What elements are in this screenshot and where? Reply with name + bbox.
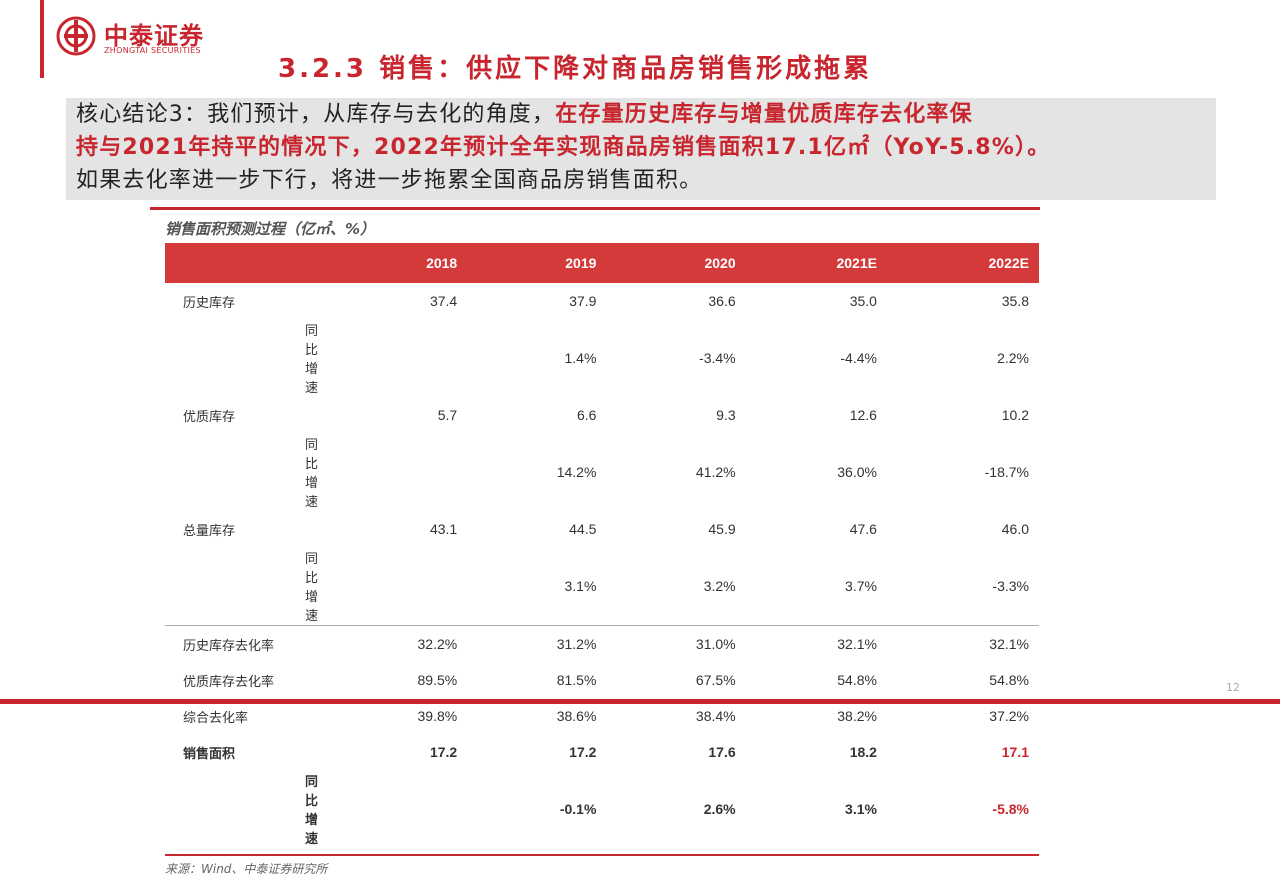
table-top-rule [150, 207, 1040, 210]
conclusion-line1-highlight: 在存量历史库存与增量优质库存去化率保 [555, 102, 973, 127]
table-cell: 3.1% [845, 801, 877, 817]
table-caption: 销售面积预测过程（亿㎡、%） [165, 220, 376, 238]
table-cell: 31.2% [467, 625, 607, 662]
table-cell: 54.8% [837, 672, 877, 688]
table-cell: 18.2 [849, 744, 877, 760]
table-row: 同比增速 1.4% -3.4% -4.4% 2.2% [165, 319, 1039, 397]
table-row: 优质库存 5.7 6.6 9.3 12.6 10.2 [165, 397, 1039, 433]
header-cell-year: 2018 [328, 243, 468, 283]
conclusion-box: 核心结论3：我们预计，从库存与去化的角度，在存量历史库存与增量优质库存去化率保 … [66, 98, 1216, 200]
table-cell: 2.2% [997, 350, 1029, 366]
table-cell [328, 433, 467, 511]
table-row: 优质库存去化率 89.5% 81.5% 67.5% 54.8% 54.8% [165, 662, 1039, 698]
page-number: 12 [1226, 681, 1240, 694]
table-cell: 3.2% [703, 578, 736, 594]
table-cell: 17.6 [708, 744, 736, 760]
table-cell: -3.4% [699, 350, 736, 366]
table-row: 历史库存去化率 32.2% 31.2% 31.0% 32.1% 32.1% [165, 625, 1039, 662]
table-cell: 41.2% [695, 464, 736, 480]
table-cell: 37.4 [429, 293, 458, 309]
row-label: 历史库存去化率 [165, 625, 329, 662]
header-cell-year: 2022E [886, 243, 1039, 283]
header-cell-year: 2019 [467, 243, 607, 283]
table-cell: 67.5% [695, 672, 736, 688]
table-cell: 6.6 [576, 407, 597, 423]
row-sublabel: 同比增速 [305, 775, 319, 847]
table-cell [328, 547, 467, 626]
header-cell-label [165, 243, 329, 283]
table-cell: 45.9 [708, 521, 736, 537]
table-cell: 54.8% [989, 672, 1029, 688]
table-cell: 9.3 [716, 407, 736, 423]
table-cell: 44.5 [569, 521, 597, 537]
company-logo: 中泰证券 ZHONGTAI SECURITIES [56, 14, 226, 62]
row-label: 总量库存 [183, 523, 236, 539]
table-cell: 35.8 [1001, 293, 1029, 309]
table-cell: 36.6 [708, 293, 736, 309]
table-cell: 89.5% [417, 672, 458, 688]
table-row: 同比增速 -0.1% 2.6% 3.1% -5.8% [165, 770, 1039, 848]
table-cell: -0.1% [559, 801, 597, 817]
row-label: 优质库存去化率 [183, 674, 275, 690]
conclusion-line1-normal: 核心结论3：我们预计，从库存与去化的角度， [76, 102, 556, 127]
table-row: 销售面积 17.2 17.2 17.6 18.2 17.1 [165, 734, 1039, 770]
forecast-table: 2018 2019 2020 2021E 2022E 历史库存 37.4 37.9 36.6 3… [165, 243, 1039, 848]
footer-bar [0, 699, 1280, 704]
forecast-table-panel: 销售面积预测过程（亿㎡、%） 2018 2019 2020 2021E 2022E 历史… [150, 207, 1040, 877]
table-cell: 43.1 [429, 521, 458, 537]
table-row: 同比增速 14.2% 41.2% 36.0% -18.7% [165, 433, 1039, 511]
conclusion-line-1: 核心结论3：我们预计，从库存与去化的角度，在存量历史库存与增量优质库存去化率保 [76, 98, 1206, 131]
table-row: 历史库存 37.4 37.9 36.6 35.0 35.8 [165, 283, 1039, 319]
table-cell: 32.2% [328, 625, 468, 662]
table-cell: 36.0% [837, 464, 877, 480]
table-cell: -4.4% [840, 350, 877, 366]
table-cell: -18.7% [984, 464, 1029, 480]
row-label: 销售面积 [183, 746, 236, 762]
row-label: 优质库存 [183, 409, 236, 425]
table-cell: 10.2 [1001, 407, 1029, 423]
slide-title: 3.2.3 销售：供应下降对商品房销售形成拖累 [278, 54, 873, 84]
table-cell: 17.1 [1001, 744, 1029, 760]
table-cell: -5.8% [992, 801, 1029, 817]
table-cell: 47.6 [849, 521, 877, 537]
table-cell: 14.2% [556, 464, 597, 480]
left-accent-bar [40, 0, 44, 78]
table-cell: 31.0% [606, 625, 746, 662]
row-sublabel: 同比增速 [305, 324, 319, 396]
table-cell: 46.0 [1001, 521, 1029, 537]
table-cell: 81.5% [556, 672, 597, 688]
table-cell: 2.6% [703, 801, 736, 817]
table-cell: 3.7% [845, 578, 877, 594]
table-row: 同比增速 3.1% 3.2% 3.7% -3.3% [165, 547, 1039, 626]
table-cell: 12.6 [849, 407, 877, 423]
row-sublabel: 同比增速 [305, 552, 319, 624]
table-cell: 5.7 [437, 407, 458, 423]
table-cell: -3.3% [992, 578, 1029, 594]
table-cell: 3.1% [564, 578, 597, 594]
table-cell: 37.9 [569, 293, 597, 309]
logo-name-en: ZHONGTAI SECURITIES [104, 46, 201, 55]
table-header-row: 2018 2019 2020 2021E 2022E [165, 243, 1039, 283]
source-note: 来源：Wind、中泰证券研究所 [165, 862, 328, 876]
conclusion-line-3: 如果去化率进一步下行，将进一步拖累全国商品房销售面积。 [76, 168, 703, 193]
table-cell [328, 770, 467, 848]
logo-mark-icon [56, 16, 96, 56]
row-sublabel: 同比增速 [305, 438, 319, 510]
table-cell: 32.1% [745, 625, 887, 662]
row-label: 历史库存 [183, 295, 236, 311]
header-cell-year: 2021E [745, 243, 887, 283]
table-row: 总量库存 43.1 44.5 45.9 47.6 46.0 [165, 511, 1039, 547]
table-cell: 32.1% [886, 625, 1039, 662]
table-cell: 17.2 [569, 744, 597, 760]
table-cell: 35.0 [849, 293, 877, 309]
table-cell [328, 319, 467, 397]
table-cell: 17.2 [429, 744, 458, 760]
header-cell-year: 2020 [606, 243, 746, 283]
table-cell: 1.4% [564, 350, 597, 366]
conclusion-line-2: 持与2021年持平的情况下，2022年预计全年实现商品房销售面积17.1亿㎡（Y… [76, 135, 1051, 160]
logo-name-cn: 中泰证券 [104, 22, 204, 50]
